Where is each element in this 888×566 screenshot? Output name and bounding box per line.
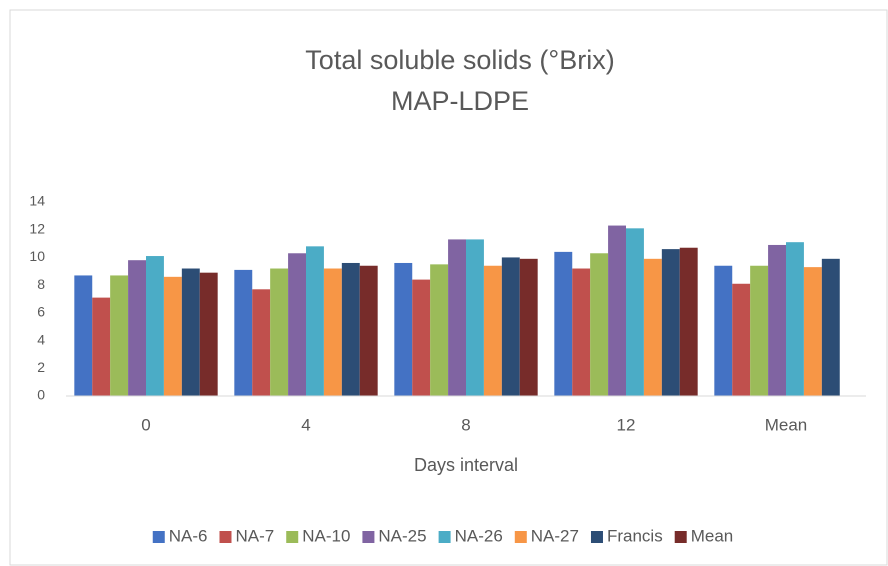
bar [732, 283, 751, 396]
legend-label: NA-10 [302, 526, 350, 545]
bar [572, 268, 591, 396]
y-tick-label: 10 [29, 248, 45, 264]
bar [234, 269, 253, 396]
legend-swatch [438, 531, 451, 543]
bar [341, 262, 360, 396]
legend-label: NA-6 [169, 526, 208, 545]
x-tick-label: Mean [765, 415, 808, 434]
bar [359, 265, 378, 396]
bar [661, 249, 680, 396]
chart-subtitle: MAP-LDPE [391, 86, 529, 116]
legend-label: NA-25 [378, 526, 426, 545]
bar [181, 268, 200, 396]
bar [270, 268, 289, 396]
x-axis-title: Days interval [414, 455, 518, 475]
legend-label: Mean [691, 526, 734, 545]
chart-title: Total soluble solids (°Brix) [305, 45, 614, 75]
bar [643, 258, 662, 396]
bar [768, 244, 786, 396]
bar [590, 253, 609, 396]
x-tick-label: 4 [301, 415, 310, 434]
y-tick-label: 12 [29, 220, 45, 236]
bar [501, 257, 520, 396]
legend-label: NA-27 [531, 526, 579, 545]
x-tick-label: 12 [617, 415, 636, 434]
bar [519, 258, 538, 396]
legend-swatch [286, 531, 299, 543]
bar [110, 275, 129, 396]
bar [146, 256, 164, 396]
bar [554, 251, 573, 396]
y-tick-label: 14 [29, 193, 45, 209]
bar [608, 225, 626, 396]
bar [679, 247, 698, 396]
legend-label: NA-26 [455, 526, 503, 545]
legend-swatch [219, 531, 232, 543]
bar [750, 265, 769, 396]
legend-swatch [362, 531, 375, 543]
bar [626, 228, 644, 396]
bar [323, 268, 342, 396]
legend-swatch [514, 531, 527, 543]
y-tick-label: 6 [37, 304, 45, 320]
bar [199, 272, 218, 396]
legend-label: Francis [607, 526, 663, 545]
bar [128, 260, 146, 396]
legend-swatch [590, 531, 603, 543]
bar [394, 262, 413, 396]
legend-swatch [674, 531, 687, 543]
y-tick-label: 8 [37, 276, 45, 292]
bar [786, 242, 804, 396]
y-tick-label: 4 [37, 331, 45, 347]
legend-swatch [152, 531, 165, 543]
bar [74, 275, 93, 396]
bar [412, 279, 431, 396]
bar [448, 239, 466, 396]
bar [252, 289, 271, 396]
x-tick-label: 0 [141, 415, 150, 434]
bar [288, 253, 306, 396]
bar [92, 297, 111, 396]
bar [483, 265, 502, 396]
bar [803, 267, 822, 396]
bar [466, 239, 484, 396]
bar [163, 276, 182, 396]
y-tick-label: 0 [37, 387, 45, 403]
bar [821, 258, 840, 396]
legend-label: NA-7 [235, 526, 274, 545]
x-tick-label: 8 [461, 415, 470, 434]
bar [306, 246, 324, 396]
bar [714, 265, 733, 396]
bar [430, 264, 449, 396]
y-tick-label: 2 [37, 359, 45, 375]
